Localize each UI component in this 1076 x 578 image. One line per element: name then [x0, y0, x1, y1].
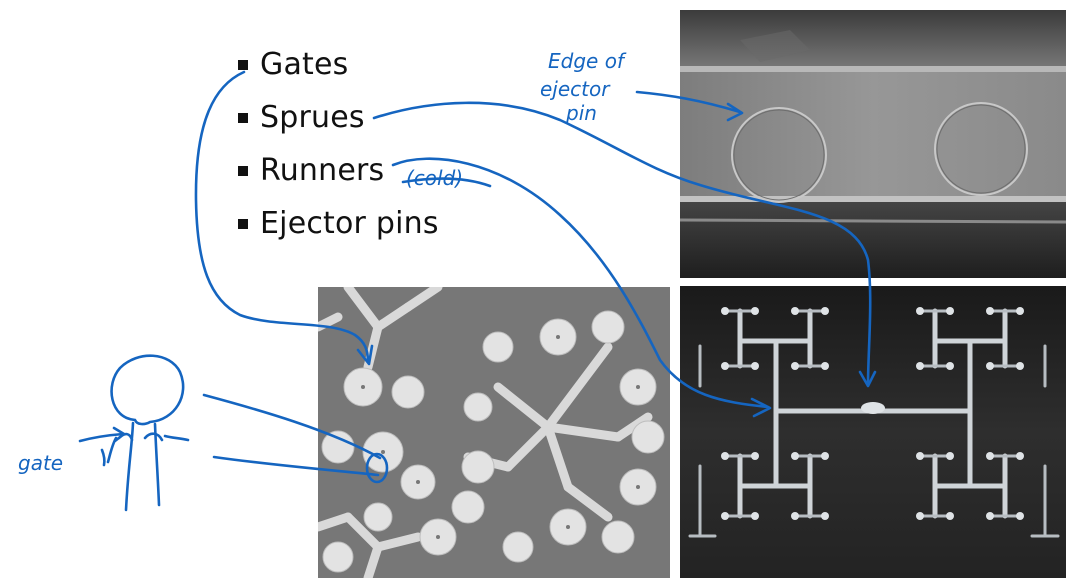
bullet-gates: Gates	[238, 38, 439, 91]
bullet-ejector-pins: Ejector pins	[238, 197, 439, 250]
bullet-runners: Runners	[238, 144, 439, 197]
bullet-sprues: Sprues	[238, 91, 439, 144]
ejector-pin-photo	[680, 10, 1066, 278]
edge-label-line1: Edge of	[548, 49, 627, 73]
gate-label: gate	[18, 451, 63, 475]
gates-photo	[318, 287, 670, 578]
bullet-square-icon	[238, 112, 248, 123]
edge-label-line3: pin	[565, 101, 597, 125]
bullet-square-icon	[238, 218, 248, 229]
runner-system-photo	[680, 286, 1066, 578]
bullet-square-icon	[238, 165, 248, 176]
bullet-square-icon	[238, 59, 248, 70]
edge-label-line2: ejector	[540, 77, 611, 101]
bullet-list: Gates Sprues Runners Ejector pins	[238, 38, 439, 250]
